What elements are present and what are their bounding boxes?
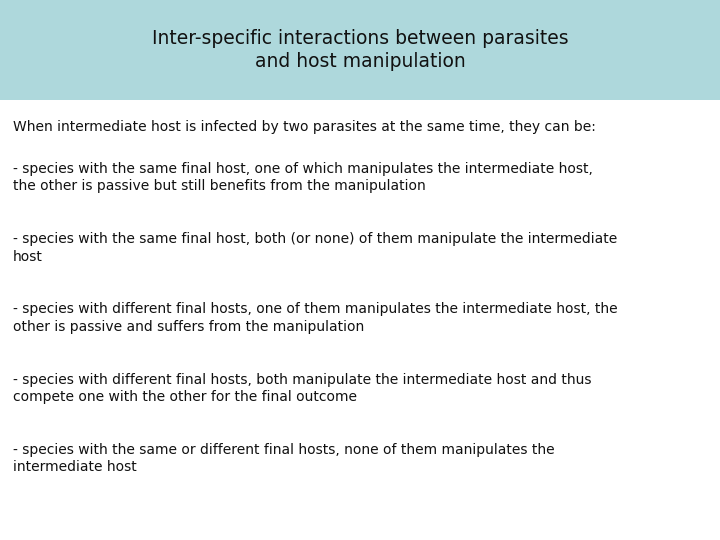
Text: - species with different final hosts, both manipulate the intermediate host and : - species with different final hosts, bo…	[13, 373, 591, 404]
Text: When intermediate host is infected by two parasites at the same time, they can b: When intermediate host is infected by tw…	[13, 120, 596, 134]
Text: - species with different final hosts, one of them manipulates the intermediate h: - species with different final hosts, on…	[13, 302, 618, 334]
Text: Inter-specific interactions between parasites
and host manipulation: Inter-specific interactions between para…	[152, 29, 568, 71]
Bar	[0, 0, 720, 100]
Text: - species with the same or different final hosts, none of them manipulates the
i: - species with the same or different fin…	[13, 443, 554, 474]
Text: - species with the same final host, both (or none) of them manipulate the interm: - species with the same final host, both…	[13, 232, 617, 264]
Text: - species with the same final host, one of which manipulates the intermediate ho: - species with the same final host, one …	[13, 162, 593, 193]
